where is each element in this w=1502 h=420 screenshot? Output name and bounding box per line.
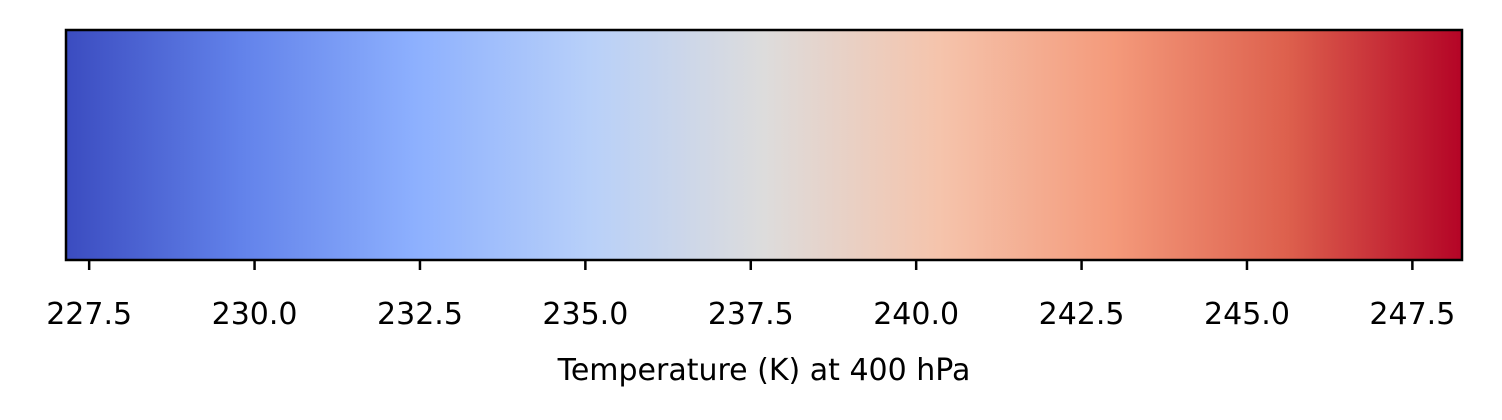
colorbar-tick-label: 242.5 — [1039, 297, 1125, 332]
colorbar-tick-label: 245.0 — [1204, 297, 1290, 332]
colorbar-tick-label: 247.5 — [1369, 297, 1455, 332]
colorbar-tick-label: 230.0 — [212, 297, 298, 332]
colorbar-xlabel: Temperature (K) at 400 hPa — [557, 353, 971, 388]
colorbar-tick-label: 227.5 — [46, 297, 132, 332]
colorbar-tick-label: 235.0 — [542, 297, 628, 332]
colorbar-tick-label: 240.0 — [873, 297, 959, 332]
colorbar-tick-label: 232.5 — [377, 297, 463, 332]
colorbar-gradient — [66, 30, 1462, 260]
colorbar-ticks: 227.5 230.0 232.5 235.0 237.5 240.0 242.5 245.0… — [46, 260, 1455, 332]
colorbar-frame — [64, 28, 1464, 262]
colorbar-tick-label: 237.5 — [708, 297, 794, 332]
